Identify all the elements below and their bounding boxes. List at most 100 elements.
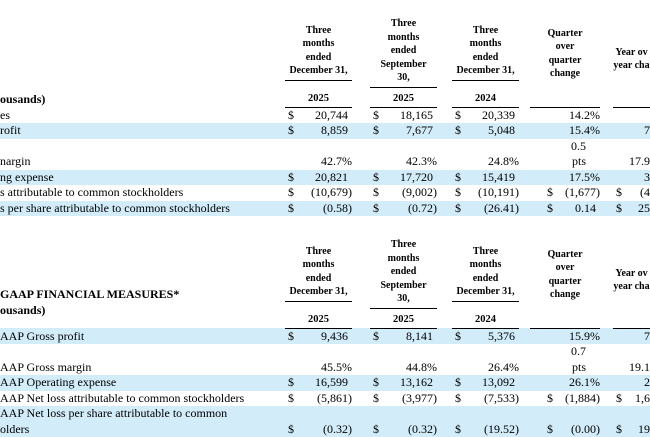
col-header-q-sep-2025: Three months ended September 30, [370,231,438,309]
table-row: AAP Gross margin 45.5% 44.8% 26.4% 0.7 pts 19… [0,344,650,375]
value-cell: (1,677) [565,185,601,199]
value-cell: 7,677 [406,123,434,137]
currency-symbol [452,344,466,375]
row-label: AAP Operating expense [0,375,117,389]
column-gap [352,231,370,302]
column-gap [437,328,452,344]
value-cell: (0.00) [571,421,601,436]
value-cell: 7 [644,123,650,137]
currency-symbol: $ [288,328,294,343]
column-gap [519,231,530,302]
column-gap [519,81,530,108]
column-gap [437,302,452,329]
currency-symbol [613,344,627,375]
column-gap [600,302,613,329]
column-gap [437,201,452,217]
gaap-results-table: ousands) Three months ended December 31,… [0,10,650,216]
column-gap [352,391,370,407]
value-cell: 15.9% [569,328,601,343]
value-cell: 7 [644,328,650,343]
table-row: rofit $8,859 $7,677 $5,048 15.4% 7 [0,123,650,139]
value-cell: (9,002) [402,185,438,199]
column-gap [600,170,613,186]
column-gap [519,170,530,186]
value-cell: 26.4% [488,359,520,374]
column-gap [437,344,452,375]
table-row: AAP Operating expense $16,599 $13,162 $13,0… [0,375,650,391]
value-cell: (10,679) [311,185,352,199]
column-gap [600,231,613,302]
value-cell: (7,533) [484,390,520,405]
value-cell: (0.32) [408,421,438,436]
value-cell: 26.1% [569,375,601,389]
value-cell: 16,599 [315,375,348,389]
currency-symbol: $ [373,390,379,405]
value-cell: 15,419 [482,169,516,184]
column-gap [437,231,452,302]
currency-symbol: $ [373,328,379,343]
column-gap [600,328,613,344]
currency-symbol: $ [547,390,554,405]
value-cell: 17.9 [629,154,650,168]
value-cell: 42.7% [321,154,352,168]
currency-symbol [530,328,556,344]
qoq-underline [530,301,601,329]
value-cell: 9,436 [321,328,348,343]
currency-symbol: $ [288,107,294,122]
column-gap [519,328,530,344]
currency-symbol: $ [373,200,379,215]
value-cell: 0.14 [575,200,597,215]
year-label: 2024 [452,80,520,108]
value-cell: 15.4% [569,123,601,137]
table2-title-cell: GAAP FINANCIAL MEASURES* ousands) [0,231,285,328]
col-header-q-dec-2025: Three months ended December 31, [285,10,352,81]
currency-symbol: $ [288,169,294,184]
value-cell: 20,744 [315,107,348,122]
value-cell: (1,884) [565,390,601,405]
currency-symbol: $ [373,421,379,436]
column-gap [352,344,370,375]
currency-symbol: $ [373,375,379,389]
currency-symbol: $ [288,200,294,215]
row-label: AAP Net loss attributable to common stoc… [0,390,245,405]
value-cell: 18,165 [400,107,434,122]
table-row: es $20,744 $18,165 $20,339 14.2% [0,107,650,123]
yoy-underline [613,80,650,108]
non-gaap-results-table: GAAP FINANCIAL MEASURES* ousands) Three … [0,231,650,437]
currency-symbol: $ [455,328,462,343]
col-header-q-sep-2025: Three months ended September 30, [370,10,438,88]
value-cell: 8,141 [406,328,434,343]
currency-symbol [613,107,627,123]
currency-symbol: $ [547,200,554,215]
units-label: ousands) [0,302,46,317]
currency-symbol: $ [288,123,294,137]
value-cell: 0.7 pts [571,344,587,374]
column-gap [600,139,613,170]
value-cell: 20,821 [315,169,348,184]
column-gap [519,123,530,139]
row-label: AAP Net loss per share attributable to c… [0,406,228,436]
currency-symbol [613,123,627,139]
section-title: GAAP FINANCIAL MEASURES* [0,287,180,301]
currency-symbol [530,123,556,139]
column-gap [600,185,613,201]
column-gap [352,170,370,186]
value-cell: (4 [640,185,650,199]
currency-symbol [370,139,384,170]
column-gap [352,185,370,201]
value-cell: 19 [638,421,650,436]
row-label: es [0,107,10,122]
column-gap [352,302,370,329]
column-gap [600,344,613,375]
column-gap [519,391,530,407]
column-gap [519,139,530,170]
currency-symbol [530,107,556,123]
column-gap [600,375,613,391]
col-header-yoy-change: Year ov year cha [613,267,650,293]
column-gap [519,344,530,375]
column-gap [437,10,452,81]
table-row: s per share attributable to common stock… [0,200,650,217]
year-label: 2024 [452,301,520,329]
column-gap [352,201,370,217]
currency-symbol: $ [616,390,623,405]
